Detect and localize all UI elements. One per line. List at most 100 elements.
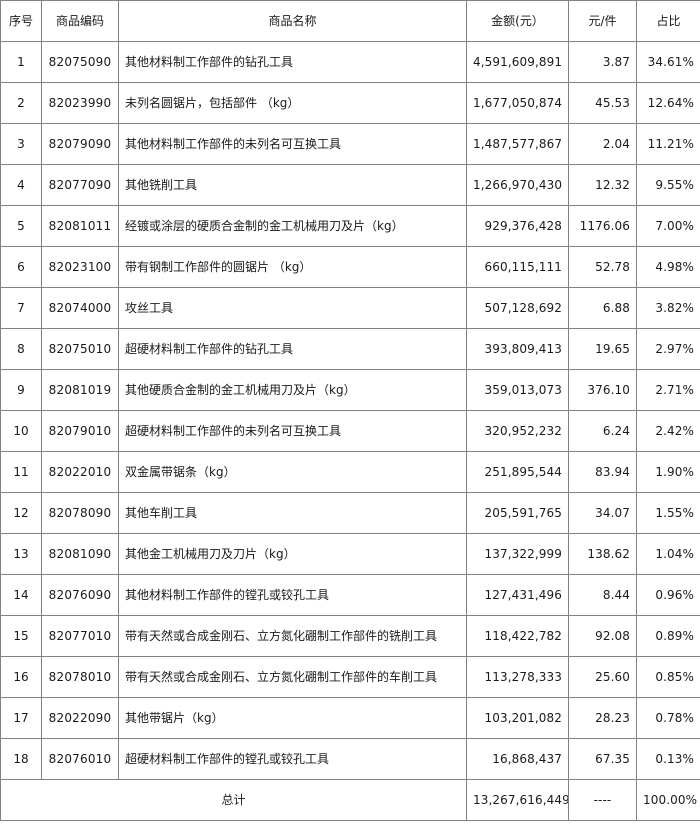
total-row: 总计 13,267,616,449 ---- 100.00% xyxy=(0,779,700,821)
cell-share: 2.42% xyxy=(636,410,700,452)
cell-amount: 137,322,999 xyxy=(466,533,569,575)
cell-name: 其他材料制工作部件的未列名可互换工具 xyxy=(118,123,467,165)
column-header-unit-price: 元/件 xyxy=(568,0,637,42)
cell-code: 82023990 xyxy=(41,82,119,124)
table-row: 11 82022010 双金属带锯条（kg） 251,895,544 83.94 1.90… xyxy=(0,451,700,493)
cell-name: 带有钢制工作部件的圆锯片 （kg） xyxy=(118,246,467,288)
table-row: 5 82081011 经镀或涂层的硬质合金制的金工机械用刀及片（kg） 929,376… xyxy=(0,205,700,247)
cell-name: 超硬材料制工作部件的未列名可互换工具 xyxy=(118,410,467,452)
cell-code: 82075090 xyxy=(41,41,119,83)
cell-code: 82022010 xyxy=(41,451,119,493)
table-row: 14 82076090 其他材料制工作部件的镗孔或铰孔工具 127,431,496 8.… xyxy=(0,574,700,616)
cell-share: 0.78% xyxy=(636,697,700,739)
table-row: 1 82075090 其他材料制工作部件的钻孔工具 4,591,609,891 3.87… xyxy=(0,41,700,83)
cell-amount: 359,013,073 xyxy=(466,369,569,411)
cell-unit-price: 6.24 xyxy=(568,410,637,452)
table-row: 2 82023990 未列名圆锯片，包括部件 （kg） 1,677,050,874 45… xyxy=(0,82,700,124)
total-label: 总计 xyxy=(0,779,467,821)
table-row: 12 82078090 其他车削工具 205,591,765 34.07 1.55% xyxy=(0,492,700,534)
cell-unit-price: 83.94 xyxy=(568,451,637,493)
cell-name: 带有天然或合成金刚石、立方氮化硼制工作部件的铣削工具 xyxy=(118,615,467,657)
total-unit-price: ---- xyxy=(568,779,637,821)
table-row: 6 82023100 带有钢制工作部件的圆锯片 （kg） 660,115,111 52.… xyxy=(0,246,700,288)
cell-code: 82081011 xyxy=(41,205,119,247)
cell-amount: 393,809,413 xyxy=(466,328,569,370)
cell-index: 18 xyxy=(0,738,42,780)
cell-index: 11 xyxy=(0,451,42,493)
cell-share: 0.13% xyxy=(636,738,700,780)
cell-code: 82076090 xyxy=(41,574,119,616)
cell-code: 82081090 xyxy=(41,533,119,575)
cell-name: 攻丝工具 xyxy=(118,287,467,329)
cell-amount: 1,487,577,867 xyxy=(466,123,569,165)
column-header-code: 商品编码 xyxy=(41,0,119,42)
total-share: 100.00% xyxy=(636,779,700,821)
cell-name: 超硬材料制工作部件的镗孔或铰孔工具 xyxy=(118,738,467,780)
cell-name: 其他铣削工具 xyxy=(118,164,467,206)
table-row: 10 82079010 超硬材料制工作部件的未列名可互换工具 320,952,232 6… xyxy=(0,410,700,452)
cell-unit-price: 67.35 xyxy=(568,738,637,780)
cell-code: 82081019 xyxy=(41,369,119,411)
cell-unit-price: 6.88 xyxy=(568,287,637,329)
cell-amount: 16,868,437 xyxy=(466,738,569,780)
cell-name: 带有天然或合成金刚石、立方氮化硼制工作部件的车削工具 xyxy=(118,656,467,698)
cell-share: 0.85% xyxy=(636,656,700,698)
cell-share: 1.55% xyxy=(636,492,700,534)
cell-name: 其他材料制工作部件的钻孔工具 xyxy=(118,41,467,83)
cell-amount: 251,895,544 xyxy=(466,451,569,493)
table-row: 15 82077010 带有天然或合成金刚石、立方氮化硼制工作部件的铣削工具 118,… xyxy=(0,615,700,657)
cell-name: 超硬材料制工作部件的钻孔工具 xyxy=(118,328,467,370)
cell-amount: 103,201,082 xyxy=(466,697,569,739)
table-header: 序号 商品编码 商品名称 金额(元） 元/件 占比 xyxy=(0,0,700,42)
cell-unit-price: 376.10 xyxy=(568,369,637,411)
table-row: 17 82022090 其他带锯片（kg） 103,201,082 28.23 0.78% xyxy=(0,697,700,739)
column-header-name: 商品名称 xyxy=(118,0,467,42)
table-row: 4 82077090 其他铣削工具 1,266,970,430 12.32 9.55% xyxy=(0,164,700,206)
cell-index: 2 xyxy=(0,82,42,124)
cell-index: 9 xyxy=(0,369,42,411)
table-body: 1 82075090 其他材料制工作部件的钻孔工具 4,591,609,891 3.87… xyxy=(0,41,700,821)
cell-share: 0.96% xyxy=(636,574,700,616)
cell-share: 12.64% xyxy=(636,82,700,124)
cell-share: 0.89% xyxy=(636,615,700,657)
cell-share: 2.97% xyxy=(636,328,700,370)
cell-amount: 1,266,970,430 xyxy=(466,164,569,206)
table-row: 8 82075010 超硬材料制工作部件的钻孔工具 393,809,413 19.65 2… xyxy=(0,328,700,370)
cell-code: 82078010 xyxy=(41,656,119,698)
column-header-share: 占比 xyxy=(636,0,700,42)
cell-code: 82078090 xyxy=(41,492,119,534)
cell-name: 未列名圆锯片，包括部件 （kg） xyxy=(118,82,467,124)
cell-code: 82022090 xyxy=(41,697,119,739)
cell-amount: 4,591,609,891 xyxy=(466,41,569,83)
column-header-amount: 金额(元） xyxy=(466,0,569,42)
table-row: 7 82074000 攻丝工具 507,128,692 6.88 3.82% xyxy=(0,287,700,329)
cell-index: 14 xyxy=(0,574,42,616)
cell-name: 其他带锯片（kg） xyxy=(118,697,467,739)
cell-amount: 507,128,692 xyxy=(466,287,569,329)
cell-index: 1 xyxy=(0,41,42,83)
cell-amount: 320,952,232 xyxy=(466,410,569,452)
cell-share: 4.98% xyxy=(636,246,700,288)
cell-index: 13 xyxy=(0,533,42,575)
cell-index: 15 xyxy=(0,615,42,657)
cell-code: 82023100 xyxy=(41,246,119,288)
cell-name: 其他材料制工作部件的镗孔或铰孔工具 xyxy=(118,574,467,616)
cell-code: 82074000 xyxy=(41,287,119,329)
table-row: 9 82081019 其他硬质合金制的金工机械用刀及片（kg） 359,013,073… xyxy=(0,369,700,411)
cell-index: 17 xyxy=(0,697,42,739)
cell-amount: 660,115,111 xyxy=(466,246,569,288)
cell-unit-price: 2.04 xyxy=(568,123,637,165)
cell-unit-price: 28.23 xyxy=(568,697,637,739)
cell-index: 12 xyxy=(0,492,42,534)
cell-index: 16 xyxy=(0,656,42,698)
column-header-index: 序号 xyxy=(0,0,42,42)
header-row: 序号 商品编码 商品名称 金额(元） 元/件 占比 xyxy=(0,0,700,42)
cell-amount: 205,591,765 xyxy=(466,492,569,534)
cell-code: 82077010 xyxy=(41,615,119,657)
cell-unit-price: 25.60 xyxy=(568,656,637,698)
cell-amount: 127,431,496 xyxy=(466,574,569,616)
cell-unit-price: 138.62 xyxy=(568,533,637,575)
cell-code: 82076010 xyxy=(41,738,119,780)
cell-amount: 113,278,333 xyxy=(466,656,569,698)
